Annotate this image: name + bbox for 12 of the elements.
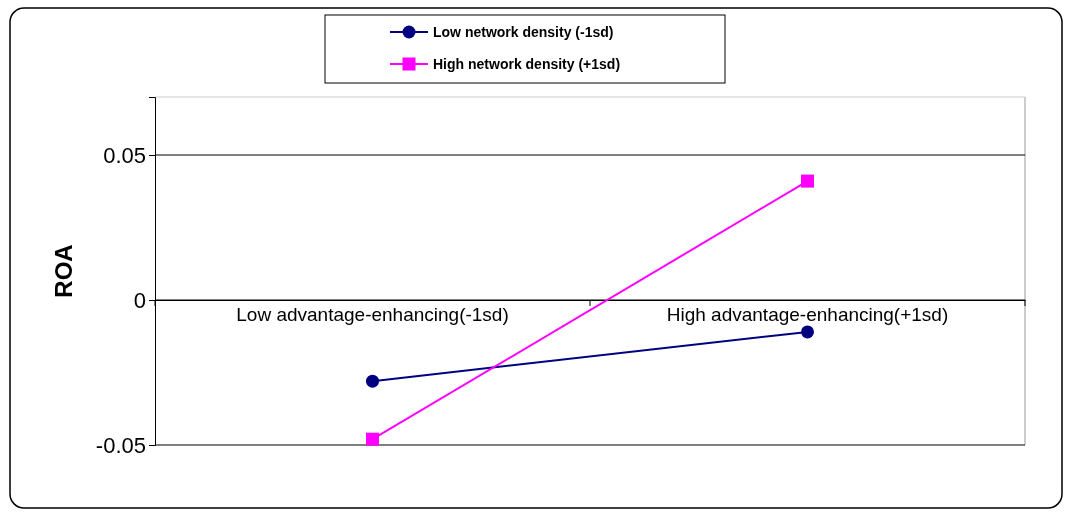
legend-label: High network density (+1sd) [433, 56, 621, 72]
point [366, 432, 379, 446]
y-tick-label: 0 [133, 287, 146, 313]
x-tick-label: Low advantage-enhancing(-1sd) [236, 304, 509, 326]
point [801, 325, 814, 339]
x-tick-label: High advantage-enhancing(+1sd) [666, 304, 949, 326]
legend-label: Low network density (-1sd) [433, 24, 614, 40]
point [801, 174, 814, 188]
point [366, 374, 379, 388]
y-tick-label: -0.05 [95, 432, 146, 458]
y-axis-title: ROA [50, 244, 77, 298]
y-tick-label: 0.05 [103, 142, 146, 168]
